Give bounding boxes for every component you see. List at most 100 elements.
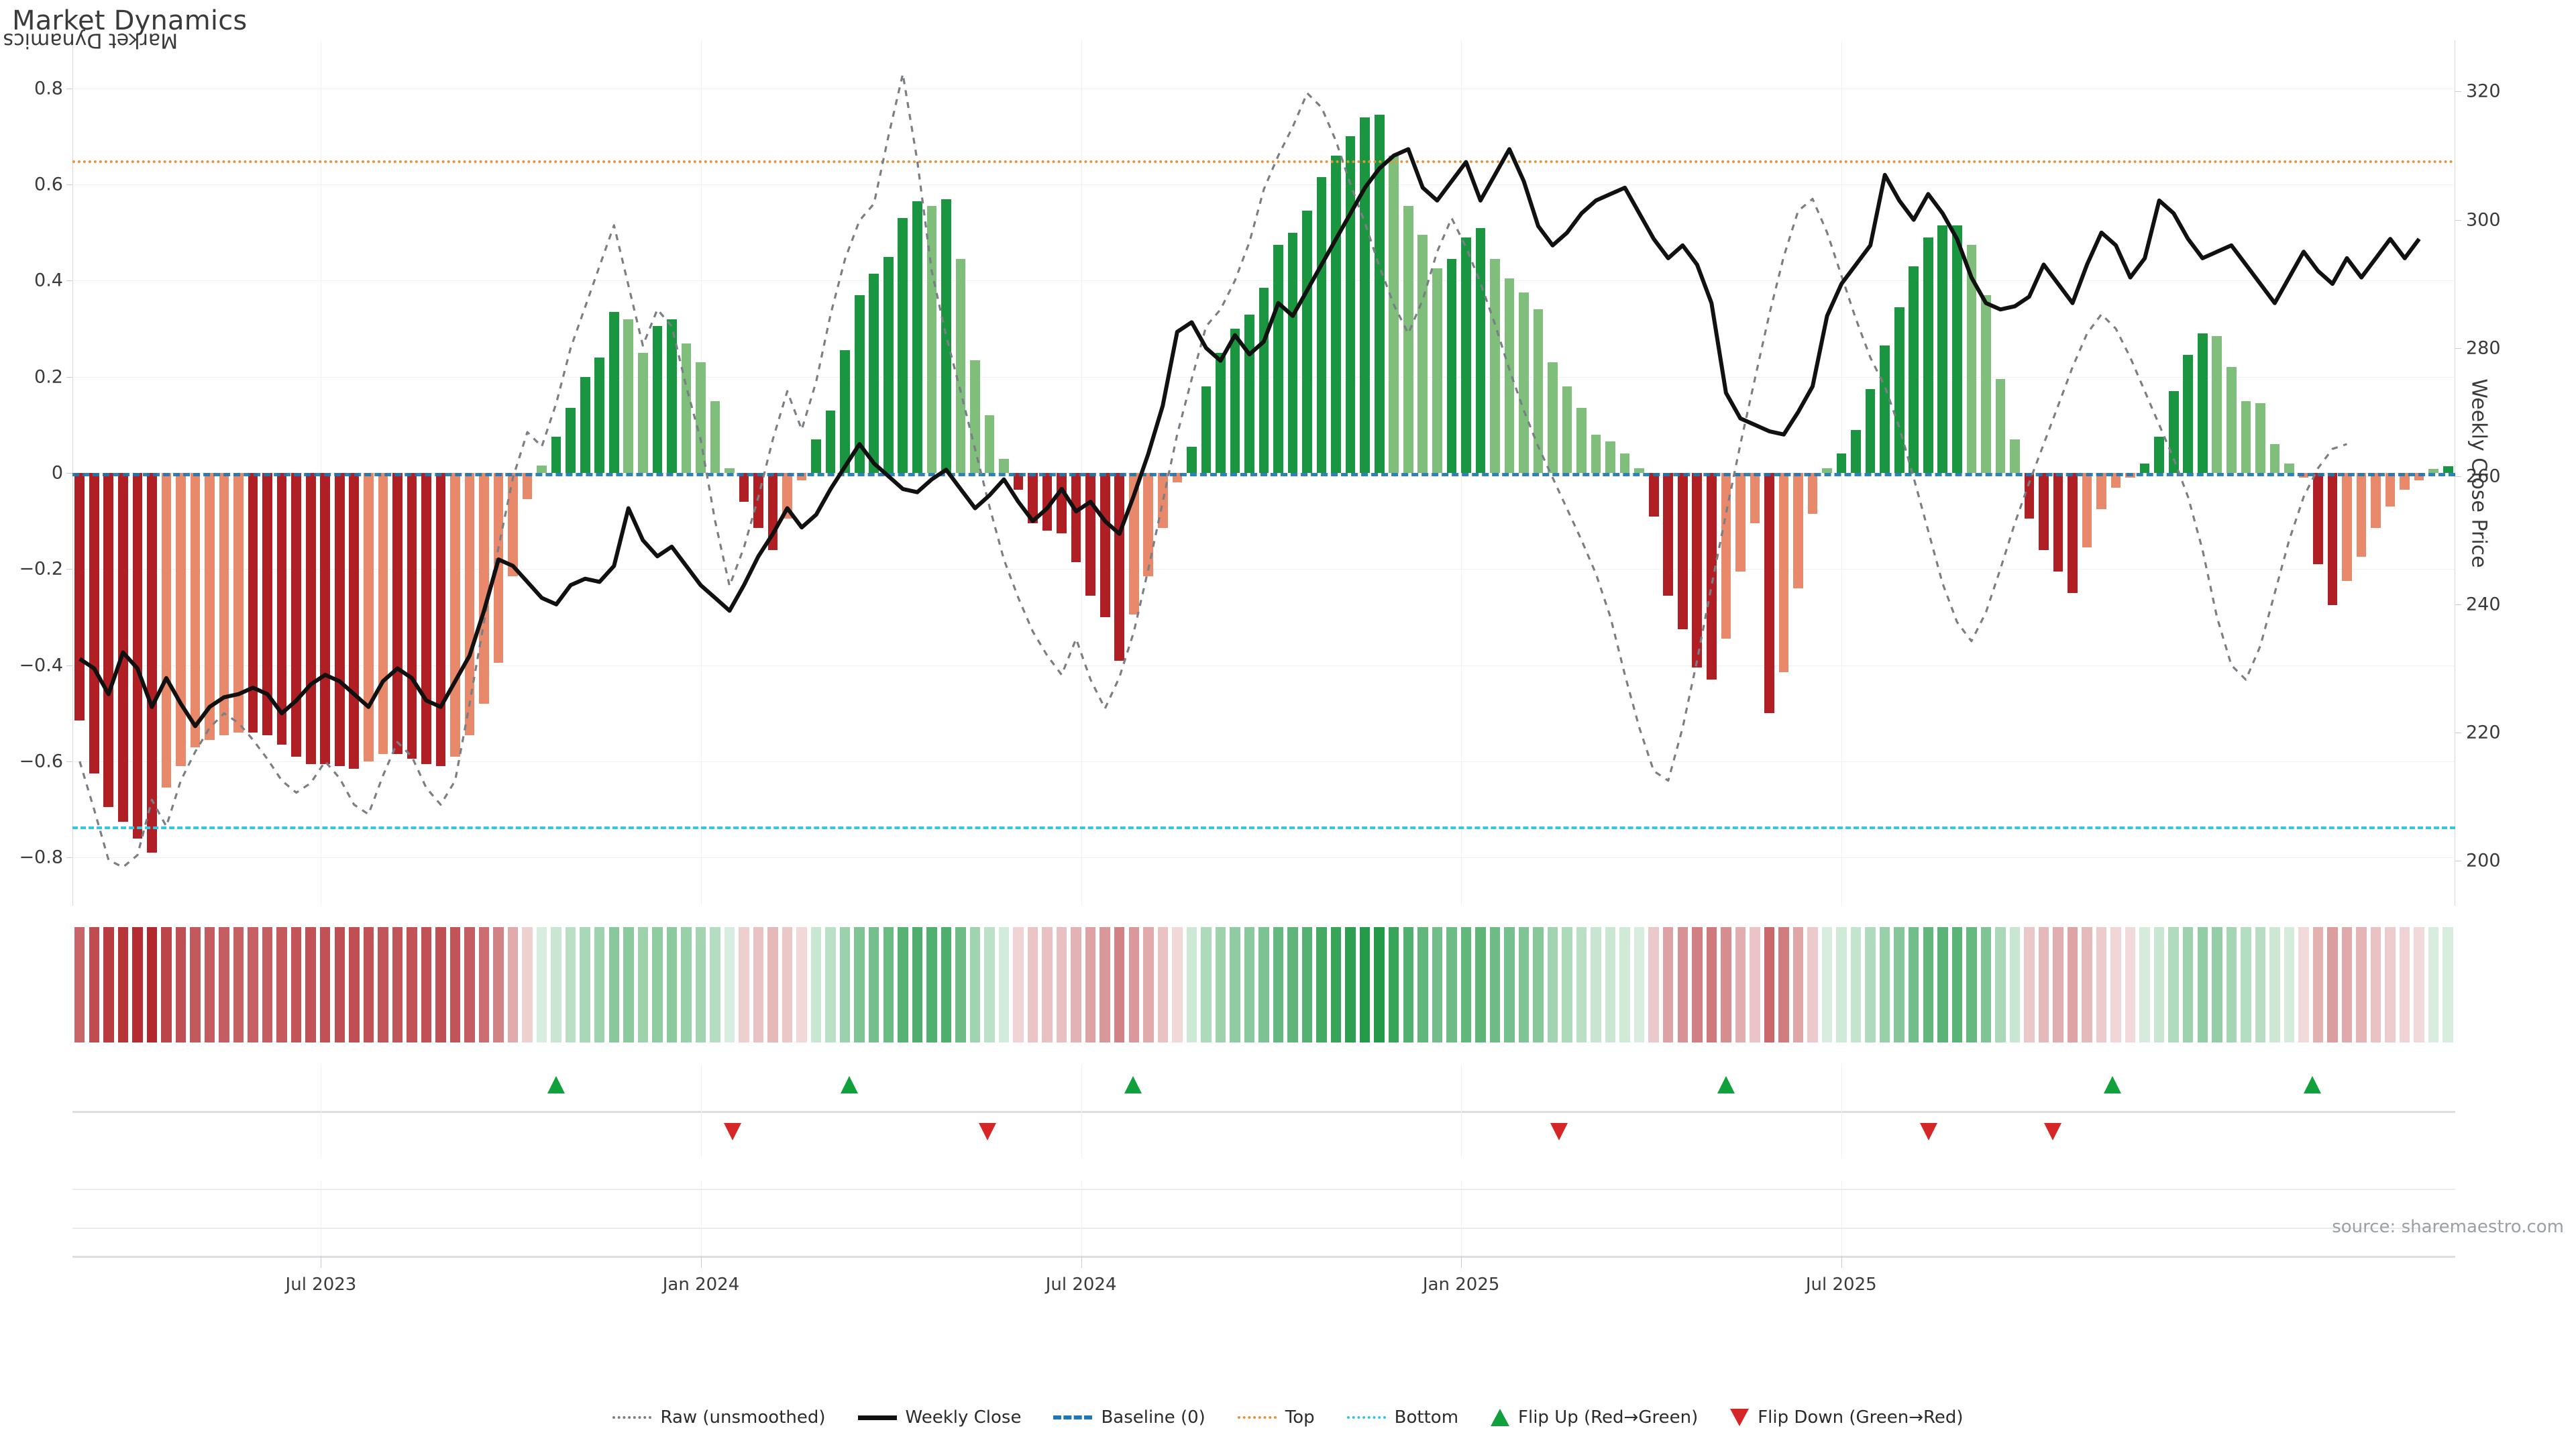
heat-strip-cell bbox=[2139, 927, 2150, 1042]
gridline bbox=[72, 665, 2455, 666]
y-tick-label: 0.6 bbox=[34, 174, 63, 195]
heat-strip-cell bbox=[1533, 927, 1544, 1042]
left-axis-title: Market Dynamics bbox=[3, 28, 178, 52]
heat-strip-cell bbox=[782, 927, 793, 1042]
y-tick-label: −0.2 bbox=[19, 558, 63, 580]
momentum-bar bbox=[132, 473, 143, 839]
heat-strip-cell bbox=[1244, 927, 1255, 1042]
chart-legend: Raw (unsmoothed) Weekly Close Baseline (0)… bbox=[0, 1407, 2576, 1428]
momentum-bar bbox=[1836, 453, 1847, 473]
heat-strip-cell bbox=[2096, 927, 2107, 1042]
heat-strip-cell bbox=[449, 927, 461, 1042]
flip-down-marker[interactable] bbox=[2043, 1123, 2061, 1140]
momentum-bar bbox=[2443, 466, 2453, 473]
momentum-bar bbox=[782, 473, 792, 519]
momentum-bar bbox=[1735, 473, 1746, 572]
flip-up-marker[interactable] bbox=[547, 1076, 566, 1093]
heat-strip-cell bbox=[2009, 927, 2021, 1042]
heat-strip-cell bbox=[1576, 927, 1587, 1042]
momentum-bar bbox=[1807, 473, 1818, 514]
momentum-bar bbox=[623, 319, 634, 473]
momentum-bar bbox=[2183, 355, 2194, 473]
flip-up-marker[interactable] bbox=[1717, 1076, 1735, 1093]
source-note: source: sharemaestro.com bbox=[2332, 1217, 2564, 1237]
momentum-bar bbox=[840, 350, 850, 473]
legend-item-baseline-0[interactable]: Baseline (0) bbox=[1053, 1407, 1205, 1428]
weekly-close-line bbox=[78, 147, 2421, 729]
legend-swatch-dashed-blue-line bbox=[1053, 1415, 1093, 1419]
momentum-bar bbox=[2342, 473, 2352, 582]
heat-strip-cell bbox=[421, 927, 432, 1042]
heat-strip-cell bbox=[1027, 927, 1038, 1042]
flip-up-marker[interactable] bbox=[2103, 1076, 2121, 1093]
heat-strip-cell bbox=[1460, 927, 1472, 1042]
heat-strip-cell bbox=[1056, 927, 1067, 1042]
legend-item-bottom[interactable]: Bottom bbox=[1346, 1407, 1458, 1428]
flip-up-marker[interactable] bbox=[2303, 1076, 2321, 1093]
momentum-bar bbox=[1230, 329, 1240, 473]
heat-strip-cell bbox=[969, 927, 981, 1042]
y2-tick-mark bbox=[2455, 476, 2461, 477]
legend-item-weekly-close[interactable]: Weekly Close bbox=[857, 1407, 1021, 1428]
flip-down-marker[interactable] bbox=[1550, 1123, 1568, 1140]
momentum-bar bbox=[161, 473, 172, 788]
heat-strip-cell bbox=[2038, 927, 2049, 1042]
momentum-bar bbox=[2010, 439, 2020, 473]
heat-strip-cell bbox=[1359, 927, 1371, 1042]
momentum-bar bbox=[1504, 278, 1515, 473]
y-tick-mark bbox=[66, 184, 72, 185]
heat-strip-cell bbox=[2414, 927, 2424, 1042]
heat-strip-cell bbox=[2024, 927, 2035, 1042]
momentum-bar bbox=[825, 410, 836, 473]
momentum-bar bbox=[1548, 362, 1558, 473]
heat-strip-cell bbox=[2284, 927, 2295, 1042]
flip-up-marker[interactable] bbox=[840, 1076, 858, 1093]
momentum-bar bbox=[1302, 211, 1312, 473]
momentum-bar bbox=[926, 206, 937, 473]
heat-strip-cell bbox=[2053, 927, 2063, 1042]
legend-item-flip-up-red-green[interactable]: Flip Up (Red→Green) bbox=[1491, 1407, 1698, 1428]
momentum-bar bbox=[580, 376, 590, 473]
heat-strip-cell bbox=[1721, 927, 1731, 1042]
momentum-bar bbox=[551, 437, 561, 473]
momentum-bar bbox=[667, 319, 677, 473]
heat-strip-cell bbox=[1301, 927, 1313, 1042]
main-chart-panel: 0.8 0.6 0.4 0.2 0 −0.2 −0.4 −0.6 −0.8 200 220 240 2… bbox=[19, 40, 2501, 906]
bottom-panel bbox=[72, 1181, 2455, 1256]
heat-strip-cell bbox=[1663, 927, 1674, 1042]
heat-strip-cell bbox=[1417, 927, 1428, 1042]
momentum-bar bbox=[1287, 232, 1298, 473]
legend-label: Baseline (0) bbox=[1101, 1407, 1205, 1428]
reference-line-bottom bbox=[72, 826, 2455, 829]
flip-up-marker[interactable] bbox=[1124, 1076, 1142, 1093]
y2-tick-mark bbox=[2455, 604, 2461, 605]
momentum-bar bbox=[276, 473, 287, 745]
heat-strip-cell bbox=[74, 927, 85, 1042]
momentum-bar bbox=[2154, 437, 2164, 473]
heat-strip-cell bbox=[233, 927, 244, 1042]
momentum-bar bbox=[2110, 473, 2121, 488]
heat-strip-cell bbox=[392, 927, 403, 1042]
flip-down-marker[interactable] bbox=[978, 1123, 996, 1140]
x-tick-mark bbox=[1841, 1256, 1842, 1268]
heat-strip-cell bbox=[1750, 927, 1760, 1042]
heat-strip-cell bbox=[941, 927, 952, 1042]
momentum-bar bbox=[508, 473, 518, 577]
momentum-bar bbox=[1128, 473, 1139, 615]
heat-strip-cell bbox=[1807, 927, 1818, 1042]
heat-strip-cell bbox=[1042, 927, 1053, 1042]
heat-strip-cell bbox=[1518, 927, 1529, 1042]
legend-item-top[interactable]: Top bbox=[1237, 1407, 1315, 1428]
heat-strip-cell bbox=[1230, 927, 1240, 1042]
flip-down-marker[interactable] bbox=[723, 1123, 741, 1140]
legend-item-raw-unsmoothed[interactable]: Raw (unsmoothed) bbox=[612, 1407, 826, 1428]
momentum-bar bbox=[305, 473, 316, 764]
flip-marker-panel bbox=[72, 1064, 2455, 1158]
flip-down-marker[interactable] bbox=[1920, 1123, 1937, 1140]
x-tick-label: Jul 2024 bbox=[1045, 1275, 1117, 1295]
momentum-bar bbox=[1981, 294, 1991, 473]
x-tick-label: Jul 2023 bbox=[285, 1275, 357, 1295]
heat-strip-cells bbox=[72, 927, 2455, 1042]
legend-item-flip-down-green-red[interactable]: Flip Down (Green→Red) bbox=[1730, 1407, 1964, 1428]
momentum-bar bbox=[1793, 473, 1803, 588]
